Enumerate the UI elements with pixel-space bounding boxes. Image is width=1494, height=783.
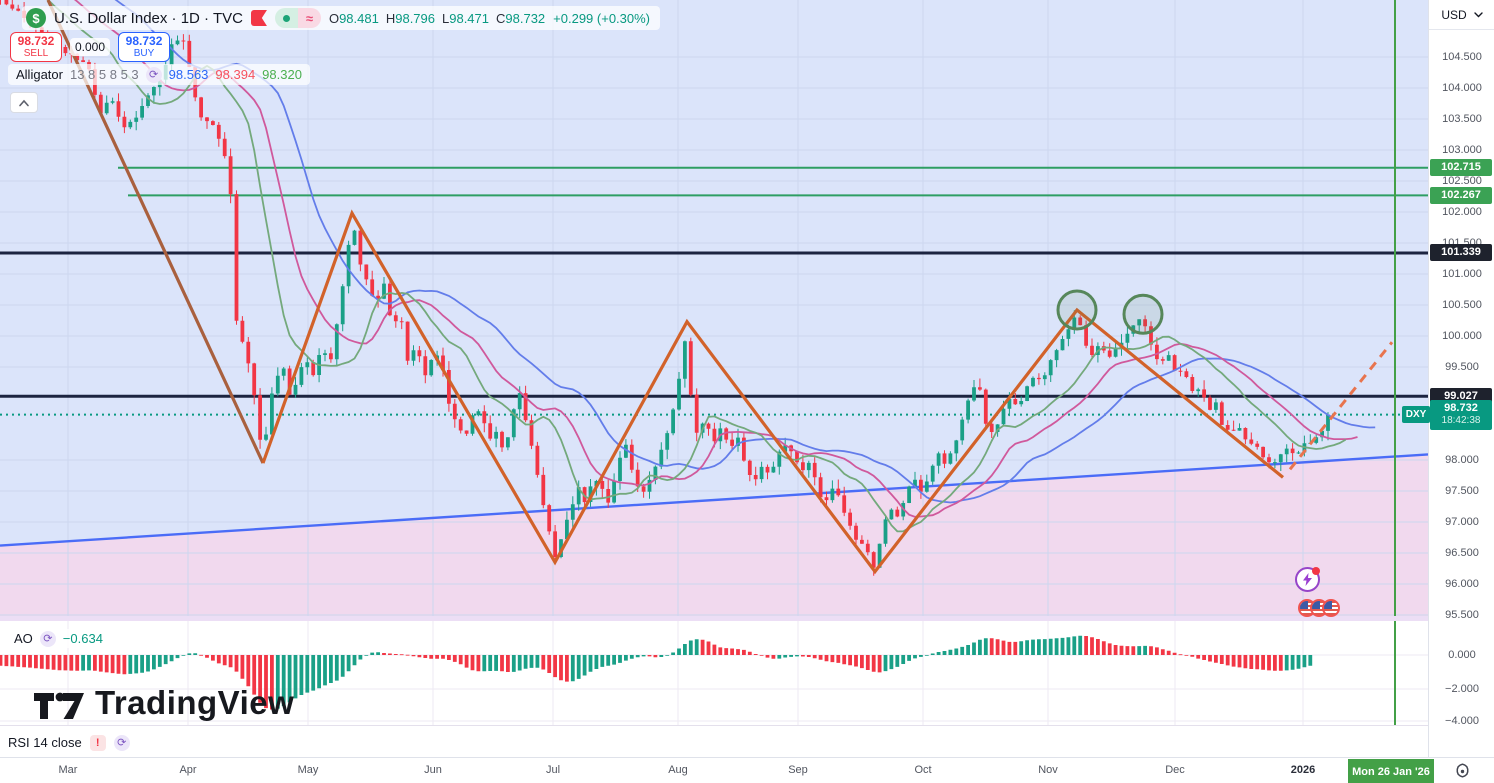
- indicator-loading-icon: ⟳: [145, 66, 162, 83]
- price-tick: 103.500: [1442, 113, 1482, 125]
- price-tick: 104.500: [1442, 51, 1482, 63]
- high-value: 98.796: [395, 10, 435, 26]
- price-axis[interactable]: USD 104.500 104.000 103.500 103.000 102.500 1…: [1428, 0, 1494, 757]
- price-tick: 97.000: [1445, 516, 1479, 528]
- current-price-label: 98.732 18:42:38: [1430, 399, 1492, 430]
- ao-legend[interactable]: AO ⟳ −0.634: [8, 629, 109, 648]
- price-tick: 99.500: [1445, 361, 1479, 373]
- warning-icon: !: [89, 734, 106, 751]
- time-tick: Sep: [788, 764, 808, 776]
- price-tick: 96.000: [1445, 578, 1479, 590]
- rsi-legend[interactable]: RSI 14 close ! ⟳: [8, 733, 130, 752]
- rsi-pane-collapsed[interactable]: [0, 725, 1428, 757]
- ao-tick: −2.000: [1445, 683, 1479, 695]
- price-tick: 102.500: [1442, 175, 1482, 187]
- level-price-label: 102.267: [1430, 186, 1492, 204]
- support-trendline[interactable]: [0, 453, 1428, 547]
- chevron-up-icon: [19, 99, 29, 106]
- price-tick: 100.000: [1442, 330, 1482, 342]
- double-top-circles[interactable]: [1056, 289, 1164, 335]
- indicator-loading-icon: ⟳: [113, 734, 130, 751]
- time-tick: Apr: [179, 764, 197, 776]
- symbol-title[interactable]: U.S. Dollar Index · 1D · TVC: [54, 9, 243, 27]
- below-trendline-zone: [0, 454, 1428, 617]
- currency-selector[interactable]: USD: [1429, 0, 1494, 30]
- level-price-label: 102.715: [1430, 159, 1492, 177]
- price-pane[interactable]: [0, 0, 1428, 617]
- level-price-label: 101.339: [1430, 244, 1492, 262]
- alligator-legend[interactable]: Alligator 13 8 5 8 5 3 ⟳ 98.563 98.394 9…: [8, 64, 310, 85]
- spread-value: 0.000: [70, 38, 111, 56]
- symbol-price-tag: DXY: [1402, 406, 1430, 424]
- awesome-oscillator-pane[interactable]: [0, 621, 1428, 725]
- time-tick: Jul: [545, 764, 561, 776]
- tradingview-logo-icon: [34, 692, 84, 719]
- time-tick: Nov: [1038, 764, 1058, 776]
- collapse-legend-button[interactable]: [10, 92, 38, 113]
- ao-pane-background: [0, 621, 1428, 725]
- pill-dot-icon: [274, 8, 298, 28]
- open-value: 98.481: [339, 10, 379, 26]
- price-tick: 103.000: [1442, 144, 1482, 156]
- tradingview-watermark: TradingView: [33, 684, 294, 722]
- settings-gear-icon[interactable]: [1452, 762, 1472, 780]
- flag-icon[interactable]: [250, 10, 267, 26]
- close-value: 98.732: [505, 10, 546, 26]
- time-tick: Mar: [58, 764, 78, 776]
- price-change: +0.299 (+0.30%): [553, 10, 651, 26]
- price-tick: 104.000: [1442, 82, 1482, 94]
- current-price-value: 98.732: [1444, 401, 1478, 414]
- us-flag-icon: [1322, 599, 1340, 617]
- symbol-logo-icon: $: [26, 8, 46, 28]
- ohlc-values: O98.481 H98.796 L98.471 C98.732: [328, 10, 546, 26]
- symbol-legend: $ U.S. Dollar Index · 1D · TVC ≈ O98.481…: [22, 6, 661, 30]
- time-tick: May: [297, 764, 319, 776]
- time-axis[interactable]: Mar Apr May Jun Jul Aug Sep Oct Nov Dec 2026 Mon 2…: [0, 757, 1494, 783]
- chevron-down-icon: [1473, 11, 1483, 17]
- price-tick-labels: 104.500 104.000 103.500 103.000 102.500 102.0…: [1429, 0, 1494, 757]
- economic-events-icon[interactable]: [1298, 599, 1340, 617]
- ao-tick: 0.000: [1448, 649, 1476, 661]
- price-tick: 101.000: [1442, 268, 1482, 280]
- price-tick: 100.500: [1442, 299, 1482, 311]
- alligator-lips-value: 98.320: [262, 67, 302, 82]
- sell-button[interactable]: 98.732 SELL: [10, 32, 62, 62]
- bar-countdown: 18:42:38: [1441, 414, 1481, 426]
- price-tick: 95.500: [1445, 609, 1479, 621]
- price-tick: 96.500: [1445, 547, 1479, 559]
- price-tick: 102.000: [1442, 206, 1482, 218]
- price-grid: [0, 0, 1428, 617]
- alligator-teeth-value: 98.394: [215, 67, 256, 82]
- buy-sell-toggle-pill[interactable]: ≈: [274, 8, 321, 28]
- time-tick: Aug: [668, 764, 688, 776]
- low-value: 98.471: [449, 10, 489, 26]
- alligator-jaw-value: 98.563: [168, 67, 209, 82]
- ao-value: −0.634: [62, 631, 103, 646]
- crosshair-date-label: Mon 26 Jan '26: [1348, 759, 1434, 783]
- indicator-loading-icon: ⟳: [39, 630, 56, 647]
- zigzag-trendline[interactable]: [261, 209, 1285, 575]
- zigzag-projection-dashed[interactable]: [1288, 341, 1394, 471]
- ao-bars-up: [81, 635, 1313, 709]
- idea-lightning-icon[interactable]: [1295, 567, 1320, 592]
- price-tick: 97.500: [1445, 485, 1479, 497]
- pane-separator[interactable]: [0, 616, 1428, 621]
- pill-approx-icon: ≈: [297, 8, 321, 28]
- ao-tick: −4.000: [1445, 715, 1479, 727]
- alligator-lips-line: [46, 0, 1347, 533]
- time-tick: Oct: [914, 764, 932, 776]
- buy-button[interactable]: 98.732 BUY: [118, 32, 171, 62]
- trade-panel: 98.732 SELL 0.000 98.732 BUY: [10, 32, 171, 62]
- time-tick: Dec: [1165, 764, 1185, 776]
- time-tick: Jun: [424, 764, 442, 776]
- price-tick: 98.000: [1445, 454, 1479, 466]
- time-tick: 2026: [1290, 764, 1316, 776]
